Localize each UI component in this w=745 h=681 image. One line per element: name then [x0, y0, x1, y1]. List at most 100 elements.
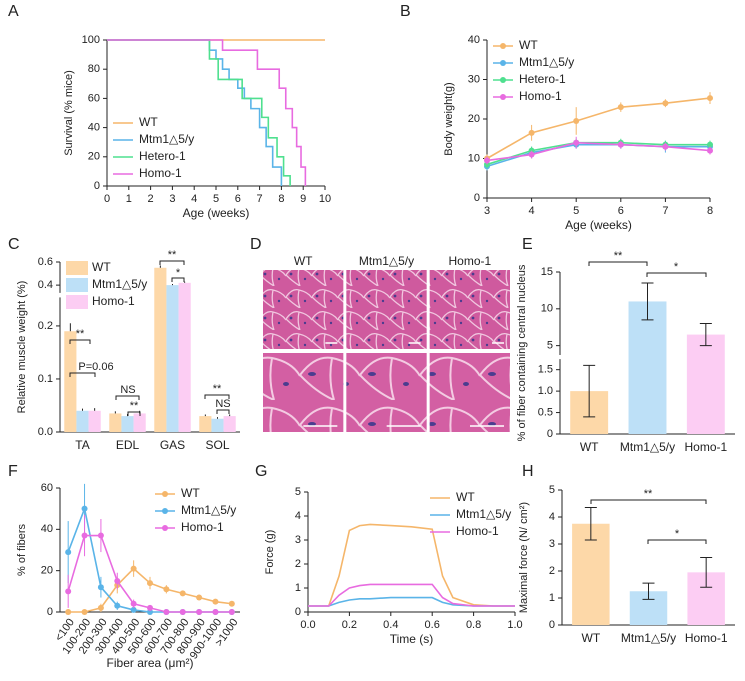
legend-marker — [500, 77, 506, 83]
y-tick-label: 0.6 — [38, 256, 53, 268]
y-tick-label: 100 — [82, 34, 100, 46]
y-axis-label: % of fibers — [16, 524, 28, 576]
column-title: WT — [294, 254, 313, 268]
y-tick-label: 2 — [549, 565, 555, 577]
marker — [212, 609, 219, 615]
y-tick-label: 5 — [549, 484, 555, 496]
marker — [573, 117, 580, 124]
annotation: ** — [614, 250, 623, 262]
panel-label: G — [255, 463, 267, 480]
marker — [707, 147, 713, 154]
bar — [199, 416, 212, 432]
series-line — [486, 97, 711, 160]
marker — [147, 604, 153, 611]
marker — [179, 590, 186, 597]
x-tick-label: 10 — [319, 193, 331, 205]
micrograph-high — [429, 353, 510, 432]
x-tick-label: 8 — [707, 205, 713, 217]
x-tick-label: EDL — [116, 438, 140, 452]
error-bar — [642, 582, 655, 600]
legend-label: Hetero-1 — [139, 149, 186, 163]
panel-label: D — [250, 236, 262, 253]
x-tick-label: 3 — [169, 193, 175, 205]
annotation: ** — [168, 249, 177, 261]
y-tick-label: 80 — [88, 63, 100, 75]
legend-label: WT — [519, 38, 538, 52]
x-tick-label: SOL — [205, 438, 229, 452]
x-tick-label: 9 — [300, 193, 306, 205]
column-title: Mtm1△5/y — [359, 254, 414, 268]
x-tick-label: GAS — [160, 438, 185, 452]
panel-label: A — [8, 3, 19, 20]
x-tick-label: 2 — [148, 193, 154, 205]
panel-label: B — [400, 3, 411, 20]
marker — [228, 609, 235, 615]
micrograph-high — [346, 353, 427, 432]
legend-swatch — [66, 261, 88, 275]
y-tick-label: 0 — [94, 180, 100, 192]
annotation: NS — [215, 398, 230, 410]
x-tick-label: 1.0 — [507, 619, 522, 631]
x-tick-label: 5 — [213, 193, 219, 205]
x-axis-label: Fiber area (μm²) — [107, 656, 194, 670]
y-tick-label: 40 — [41, 523, 53, 535]
x-tick-label: 0.2 — [342, 619, 357, 631]
x-tick-label: 5 — [573, 205, 579, 217]
marker — [163, 586, 170, 593]
bar — [628, 301, 667, 434]
legend-label: Homo-1 — [181, 520, 224, 534]
error-bar — [583, 364, 596, 418]
marker — [114, 602, 121, 609]
y-tick-label: 60 — [88, 92, 100, 104]
marker — [81, 609, 88, 615]
marker — [147, 609, 153, 615]
marker — [65, 609, 72, 615]
y-tick-label: 1.0 — [538, 385, 553, 397]
marker — [65, 588, 72, 595]
y-tick-label: 40 — [88, 122, 100, 134]
y-axis-label: Maximal force (N/ cm²) — [518, 502, 530, 613]
significance-bracket — [647, 539, 707, 544]
significance-bracket — [171, 277, 185, 282]
y-tick-label: 10 — [468, 152, 480, 164]
y-tick-label: 1 — [295, 582, 301, 594]
x-tick-label: WT — [582, 631, 601, 645]
legend-label: Homo-1 — [139, 166, 182, 180]
micrograph-low — [346, 270, 427, 349]
bar — [178, 282, 191, 432]
marker — [662, 143, 669, 150]
micrograph-low — [263, 270, 344, 349]
y-tick-label: 0 — [295, 606, 301, 618]
y-tick-label: 1.5 — [538, 364, 553, 376]
significance-bracket — [127, 411, 141, 416]
panel-label: H — [522, 463, 534, 480]
micrograph-high — [263, 353, 344, 432]
bar — [686, 334, 725, 434]
y-tick-label: 4 — [549, 511, 555, 523]
y-tick-label: 0.4 — [38, 279, 53, 291]
annotation: ** — [76, 328, 85, 340]
y-tick-label: 0 — [47, 606, 53, 618]
y-tick-label: 1 — [549, 592, 555, 604]
marker — [130, 606, 137, 613]
marker — [528, 129, 535, 136]
y-tick-label: 5 — [547, 340, 553, 352]
marker — [228, 600, 235, 607]
x-tick-label: 6 — [235, 193, 241, 205]
legend-label: Mtm1△5/y — [139, 132, 194, 146]
y-tick-label: 2 — [295, 558, 301, 570]
marker — [528, 151, 535, 158]
y-tick-label: 40 — [468, 34, 480, 46]
x-tick-label: 7 — [662, 205, 668, 217]
legend-marker — [162, 508, 168, 514]
bar — [88, 410, 101, 432]
series-line — [107, 39, 283, 186]
x-tick-label: 1 — [126, 193, 132, 205]
x-tick-label: 3 — [484, 205, 490, 217]
significance-bracket — [115, 395, 140, 400]
significance-bracket — [646, 272, 707, 277]
x-tick-label: 0.0 — [300, 619, 315, 631]
marker — [573, 139, 580, 146]
y-tick-label: 0.0 — [38, 426, 53, 438]
marker — [617, 141, 624, 148]
